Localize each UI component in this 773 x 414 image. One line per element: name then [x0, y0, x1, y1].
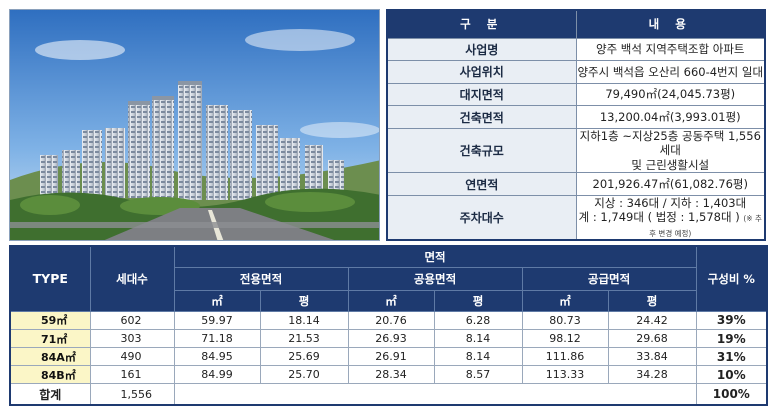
overview-row: 사업명 양주 백석 지역주택조합 아파트 [386, 37, 766, 62]
common-pyeong: 8.14 [433, 347, 523, 367]
overview-value: 양주 백석 지역주택조합 아파트 [575, 37, 766, 62]
ratio-value: 10% [695, 365, 768, 385]
supply-sqm: 98.12 [521, 328, 609, 349]
unit-type: 71㎡ [9, 328, 91, 349]
exclusive-pyeong: 18.14 [259, 310, 349, 331]
households-header: 세대수 [89, 245, 175, 312]
exclusive-pyeong: 25.70 [259, 365, 349, 385]
overview-header-key: 구 분 [386, 9, 577, 39]
unit-subheader-row: 전용면적 공용면적 공급면적 [10, 266, 767, 291]
household-count: 602 [89, 310, 175, 331]
overview-key: 건축규모 [386, 128, 577, 174]
overview-value: 지상 : 346대 / 지하 : 1,403대 계 : 1,749대 ( 법정 … [575, 194, 766, 241]
overview-value: 양주시 백석읍 오산리 660-4번지 일대 [575, 60, 766, 84]
common-pyeong: 8.57 [433, 365, 523, 385]
exclusive-sqm: 59.97 [173, 310, 261, 331]
common-sqm: 26.93 [347, 328, 435, 349]
common-pyeong: 8.14 [433, 328, 523, 349]
overview-value-line: 및 근린생활시설 [631, 157, 710, 172]
table-row: 84B㎡ 161 84.99 25.70 28.34 8.57 113.33 3… [9, 365, 768, 385]
overview-row: 연면적 201,926.47㎡(61,082.76평) [386, 172, 766, 196]
overview-key: 사업명 [386, 37, 577, 62]
unit-type: 84A㎡ [9, 347, 91, 367]
overview-row: 대지면적 79,490㎡(24,045.73평) [386, 82, 766, 107]
parking-total: 계 : 1,749대 ( 법정 : 1,578대 ) [578, 210, 740, 225]
ratio-header: 구성비 % [695, 245, 768, 312]
overview-row: 건축규모 지하1층 ~지상25층 공동주택 1,556세대 및 근린생활시설 [386, 128, 766, 174]
ratio-value: 31% [695, 347, 768, 367]
ratio-value: 19% [695, 328, 768, 349]
overview-row: 사업위치 양주시 백석읍 오산리 660-4번지 일대 [386, 60, 766, 84]
supply-sqm: 113.33 [521, 365, 609, 385]
household-count: 490 [89, 347, 175, 367]
overview-value-line: 지하1층 ~지상25층 공동주택 1,556세대 [579, 129, 761, 158]
supply-pyeong: 33.84 [607, 347, 697, 367]
table-row: 59㎡ 602 59.97 18.14 20.76 6.28 80.73 24.… [9, 310, 768, 331]
supply-pyeong: 34.28 [607, 365, 697, 385]
overview-row: 주차대수 지상 : 346대 / 지하 : 1,403대 계 : 1,749대 … [386, 194, 766, 241]
overview-value-line: 지상 : 346대 / 지하 : 1,403대 [594, 195, 747, 210]
table-row: 71㎡ 303 71.18 21.53 26.93 8.14 98.12 29.… [9, 328, 768, 349]
total-empty-cell [173, 383, 697, 406]
common-sqm: 20.76 [347, 310, 435, 331]
household-count: 161 [89, 365, 175, 385]
project-overview-table: 구 분 내 용 사업명 양주 백석 지역주택조합 아파트 사업위치 양주시 백석… [386, 9, 766, 241]
pyeong-header: 평 [607, 289, 697, 312]
common-sqm: 28.34 [347, 365, 435, 385]
overview-key: 사업위치 [386, 60, 577, 84]
common-sqm: 26.91 [347, 347, 435, 367]
overview-value: 201,926.47㎡(61,082.76평) [575, 172, 766, 196]
overview-key: 연면적 [386, 172, 577, 196]
household-count: 303 [89, 328, 175, 349]
overview-value: 79,490㎡(24,045.73평) [575, 82, 766, 107]
exclusive-sqm: 71.18 [173, 328, 261, 349]
change-note: (※ 추후 변경 예정) [649, 214, 762, 238]
total-ratio: 100% [695, 383, 768, 406]
supply-pyeong: 29.68 [607, 328, 697, 349]
overview-key: 건축면적 [386, 105, 577, 130]
type-header: TYPE [9, 245, 91, 312]
overview-header-row: 구 분 내 용 [386, 9, 766, 39]
unit-header-row: TYPE 세대수 면적 구성비 % [9, 245, 768, 312]
overview-header-value: 내 용 [575, 9, 766, 39]
supply-sqm: 80.73 [521, 310, 609, 331]
pyeong-header: 평 [259, 289, 349, 312]
pyeong-header: 평 [433, 289, 523, 312]
ratio-value: 39% [695, 310, 768, 331]
unit-type: 84B㎡ [9, 365, 91, 385]
supply-sqm: 111.86 [521, 347, 609, 367]
sqm-header: ㎡ [173, 289, 261, 312]
supply-pyeong: 24.42 [607, 310, 697, 331]
total-row: 합계 1,556 100% [9, 383, 768, 406]
common-pyeong: 6.28 [433, 310, 523, 331]
total-label: 합계 [9, 383, 91, 406]
exclusive-sqm: 84.99 [173, 365, 261, 385]
common-area-header: 공용면적 [347, 266, 523, 291]
apartment-rendering-image [9, 9, 380, 241]
supply-area-header: 공급면적 [521, 266, 697, 291]
exclusive-sqm: 84.95 [173, 347, 261, 367]
sqm-header: ㎡ [347, 289, 435, 312]
overview-value: 지하1층 ~지상25층 공동주택 1,556세대 및 근린생활시설 [575, 128, 766, 174]
overview-key: 주차대수 [386, 194, 577, 241]
unit-type-table: TYPE 세대수 면적 구성비 % 전용면적 공용면적 공급면적 ㎡ 평 ㎡ 평… [9, 245, 769, 406]
exclusive-pyeong: 25.69 [259, 347, 349, 367]
table-row: 84A㎡ 490 84.95 25.69 26.91 8.14 111.86 3… [9, 347, 768, 367]
unit-type: 59㎡ [9, 310, 91, 331]
area-header: 면적 [173, 245, 697, 268]
exclusive-pyeong: 21.53 [259, 328, 349, 349]
exclusive-area-header: 전용면적 [173, 266, 349, 291]
overview-row: 건축면적 13,200.04㎡(3,993.01평) [386, 105, 766, 130]
unit-unit-row: ㎡ 평 ㎡ 평 ㎡ 평 [10, 289, 767, 312]
overview-value: 13,200.04㎡(3,993.01평) [575, 105, 766, 130]
sqm-header: ㎡ [521, 289, 609, 312]
overview-key: 대지면적 [386, 82, 577, 107]
overview-value-line: 계 : 1,749대 ( 법정 : 1,578대 ) (※ 추후 변경 예정) [577, 210, 765, 239]
total-household-count: 1,556 [89, 383, 175, 406]
